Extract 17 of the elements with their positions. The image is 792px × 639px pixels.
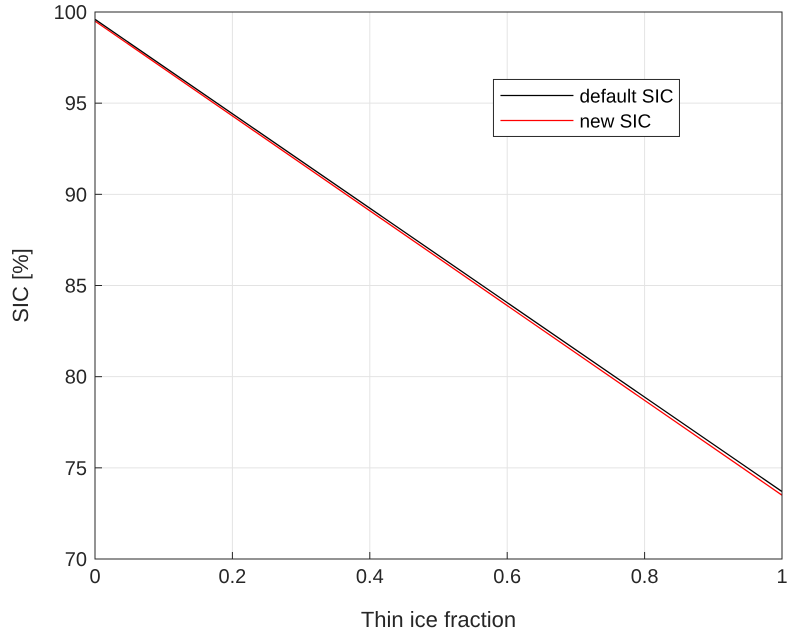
x-tick-label: 0.4 [356,566,384,588]
legend-label: default SIC [579,86,674,108]
x-tick-label: 0.6 [493,566,522,588]
y-tick-label: 70 [64,549,87,571]
y-tick-label: 75 [64,458,87,480]
y-tick-label: 100 [54,2,87,24]
y-tick-label: 95 [64,93,87,116]
y-tick-label: 85 [64,276,87,298]
x-axis-title: Thin ice fraction [360,607,516,632]
y-tick-label: 90 [64,184,87,206]
x-tick-label: 0.8 [630,566,659,588]
legend-label: new SIC [579,111,652,132]
x-tick-label: 0.2 [218,566,246,588]
x-tick-label: 0 [89,566,101,588]
y-tick-label: 80 [64,366,87,389]
y-axis-title: SIC [%] [8,248,33,323]
x-tick-label: 1 [776,566,788,588]
